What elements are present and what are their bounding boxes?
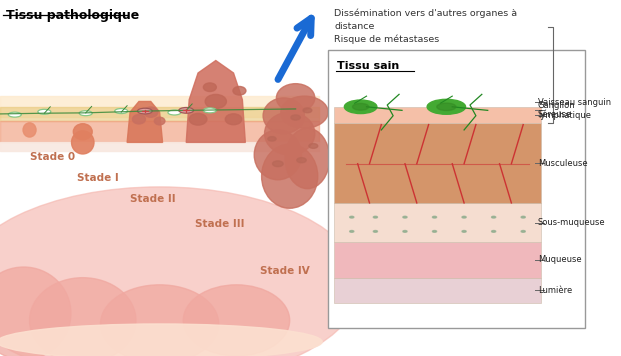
Ellipse shape <box>203 83 216 91</box>
Text: Stade 0: Stade 0 <box>30 152 75 162</box>
Ellipse shape <box>261 144 318 208</box>
Ellipse shape <box>462 231 466 232</box>
Ellipse shape <box>0 187 361 356</box>
Ellipse shape <box>0 267 71 356</box>
Text: Stade III: Stade III <box>195 219 245 229</box>
Text: Lumière: Lumière <box>538 286 572 295</box>
Ellipse shape <box>309 143 318 148</box>
Ellipse shape <box>179 108 194 113</box>
Text: Séreuse: Séreuse <box>538 110 572 120</box>
Ellipse shape <box>263 98 304 134</box>
Ellipse shape <box>350 231 354 232</box>
Ellipse shape <box>297 158 306 163</box>
Ellipse shape <box>273 161 283 167</box>
Text: Tissu pathologique: Tissu pathologique <box>6 9 139 22</box>
Polygon shape <box>127 101 163 142</box>
Bar <box>0 121 319 142</box>
Ellipse shape <box>8 112 21 117</box>
Ellipse shape <box>143 107 158 117</box>
Ellipse shape <box>353 104 369 110</box>
Ellipse shape <box>281 96 328 128</box>
Ellipse shape <box>203 108 216 113</box>
Ellipse shape <box>23 123 36 137</box>
Bar <box>0 107 319 121</box>
Text: Vaisseau sanguin: Vaisseau sanguin <box>538 98 611 107</box>
Bar <box>334 123 541 203</box>
Ellipse shape <box>291 115 301 120</box>
Ellipse shape <box>432 216 437 218</box>
Text: Tissu sain: Tissu sain <box>337 61 399 71</box>
Ellipse shape <box>30 278 136 356</box>
Ellipse shape <box>492 216 496 218</box>
Ellipse shape <box>437 103 456 110</box>
Ellipse shape <box>71 131 94 154</box>
Text: Ganglion
lymphatique: Ganglion lymphatique <box>538 101 591 120</box>
Ellipse shape <box>373 231 378 232</box>
Ellipse shape <box>303 108 312 113</box>
Text: Stade I: Stade I <box>77 173 119 183</box>
Ellipse shape <box>205 94 227 109</box>
Ellipse shape <box>265 112 315 155</box>
Ellipse shape <box>373 216 378 218</box>
Bar <box>328 50 585 328</box>
Ellipse shape <box>350 216 354 218</box>
Ellipse shape <box>225 114 242 125</box>
Ellipse shape <box>268 137 276 141</box>
Ellipse shape <box>101 285 219 356</box>
Bar <box>0 142 319 151</box>
Polygon shape <box>186 61 245 142</box>
Ellipse shape <box>73 124 93 140</box>
Text: Stade II: Stade II <box>130 194 176 204</box>
Ellipse shape <box>38 109 51 114</box>
Bar <box>334 107 541 123</box>
Ellipse shape <box>115 109 128 114</box>
Ellipse shape <box>427 99 466 114</box>
Ellipse shape <box>154 117 165 125</box>
Ellipse shape <box>168 110 181 115</box>
Ellipse shape <box>403 231 407 232</box>
Ellipse shape <box>285 128 330 189</box>
Ellipse shape <box>276 84 315 112</box>
Text: Sous-muqueuse: Sous-muqueuse <box>538 218 605 227</box>
Ellipse shape <box>521 216 525 218</box>
Text: Stade IV: Stade IV <box>260 266 310 276</box>
Text: Musculeuse: Musculeuse <box>538 158 587 168</box>
Ellipse shape <box>183 285 289 356</box>
Bar <box>334 203 541 242</box>
Ellipse shape <box>233 87 246 95</box>
Ellipse shape <box>79 111 93 116</box>
Ellipse shape <box>432 231 437 232</box>
Ellipse shape <box>137 108 152 114</box>
Ellipse shape <box>403 216 407 218</box>
Ellipse shape <box>492 231 496 232</box>
Bar <box>334 242 541 278</box>
Text: Dissémination vers d'autres organes à
distance
Risque de métastases: Dissémination vers d'autres organes à di… <box>334 9 517 44</box>
Ellipse shape <box>462 216 466 218</box>
Ellipse shape <box>0 324 322 356</box>
Bar <box>334 278 541 303</box>
Text: Muqueuse: Muqueuse <box>538 255 582 265</box>
Ellipse shape <box>521 231 525 232</box>
Ellipse shape <box>132 115 145 124</box>
Ellipse shape <box>254 130 302 180</box>
Ellipse shape <box>345 100 377 114</box>
Ellipse shape <box>189 114 207 125</box>
FancyBboxPatch shape <box>0 96 319 117</box>
